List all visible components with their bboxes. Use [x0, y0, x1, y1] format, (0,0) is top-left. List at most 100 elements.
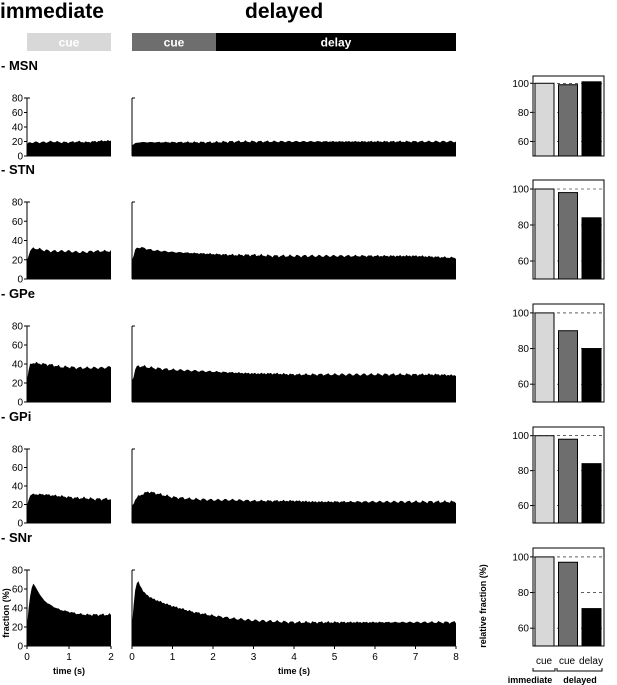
y-tick-label: 80 [12, 198, 24, 209]
y-tick-label: 80 [12, 566, 24, 577]
y-tick-label: 40 [12, 236, 24, 247]
y-tick-label: 0 [17, 275, 23, 286]
y-tick-label: 80 [12, 445, 24, 456]
x-tick-label: 5 [332, 652, 338, 663]
bar-2 [581, 348, 602, 403]
relative-bars-gpe: 60 80 100 [512, 303, 605, 403]
bar-y-tick-label: 60 [518, 624, 530, 635]
relative-bars-stn: 60 80 100 [512, 179, 605, 280]
phase-bar-cue-delayed [132, 33, 216, 51]
bar-category-label: cue [559, 656, 576, 667]
relative-bars-msn: 60 80 100 [512, 75, 605, 157]
y-tick-label: 60 [12, 217, 24, 228]
y-tick-label: 0 [17, 642, 23, 653]
y-tick-label: 60 [12, 341, 24, 352]
x-tick-label: 0 [129, 652, 135, 663]
bar-category-label: cue [536, 656, 553, 667]
area-fill [27, 247, 111, 279]
bar-y-tick-label: 80 [518, 108, 530, 119]
bar-y-tick-label: 100 [512, 79, 529, 90]
phase-bar-delay [216, 33, 456, 51]
x-tick-label: 8 [453, 652, 459, 663]
bar-y-tick-label: 80 [518, 221, 530, 232]
y-tick-label: 20 [12, 379, 24, 390]
y-tick-label: 80 [12, 322, 24, 333]
x-tick-label: 6 [372, 652, 378, 663]
y-tick-label: 20 [12, 137, 24, 148]
bar-1 [558, 561, 578, 647]
bar-0 [534, 82, 555, 157]
bar-y-tick-label: 100 [512, 552, 529, 563]
region-label-gpi: - GPi [1, 409, 31, 424]
phase-bar-row: cue cue delay [27, 33, 456, 51]
bar-0 [534, 556, 555, 647]
y-tick-label: 40 [12, 482, 24, 493]
x-tick-label: 4 [291, 652, 297, 663]
trace-delayed-snr: 0 1 2 3 4 5 6 7 8 [129, 569, 459, 663]
area-fill [27, 583, 111, 646]
area-fill [27, 139, 111, 156]
x-tick-label: 2 [108, 652, 114, 663]
trace-delayed-stn [131, 201, 456, 280]
bar-y-tick-label: 60 [518, 380, 530, 391]
trace-delayed-msn [131, 97, 456, 157]
x-axis-immediate-title-group: time (s) [53, 666, 85, 676]
y-tick-label: 20 [12, 623, 24, 634]
region-label-gpe: - GPe [1, 286, 35, 301]
bar-2 [581, 217, 602, 280]
region-label-stn: - STN [1, 162, 35, 177]
bar-0 [534, 312, 555, 403]
bar-y-tick-label: 100 [512, 308, 529, 319]
y-tick-label: 60 [12, 463, 24, 474]
y-tick-label: 40 [12, 123, 24, 134]
x-axis-delayed-title-group: time (s) [278, 666, 310, 676]
bar-y-tick-label: 60 [518, 501, 530, 512]
bar-1 [558, 438, 578, 524]
trace-immediate-gpi: 0 20 40 60 80 [12, 445, 111, 530]
area-fill [132, 365, 456, 402]
phase-bar-cue-immediate [27, 33, 111, 51]
trace-immediate-gpe: 0 20 40 60 80 [12, 322, 111, 409]
bar-x-axis: cue cue delay immediate delayed [508, 656, 603, 685]
area-fill [27, 493, 111, 523]
trace-immediate-stn: 0 20 40 60 80 [12, 198, 111, 286]
y-tick-label: 20 [12, 500, 24, 511]
bar-y-tick-label: 80 [518, 466, 530, 477]
area-fill [132, 491, 456, 523]
x-tick-label: 7 [413, 652, 419, 663]
x-tick-label: 1 [170, 652, 176, 663]
x-axis-title-immediate: time (s) [53, 666, 85, 676]
region-label-msn: - MSN [1, 58, 38, 73]
phase-bar-cue-immediate-label: cue [59, 36, 80, 50]
bar-y-tick-label: 80 [518, 588, 530, 599]
y-tick-label: 40 [12, 360, 24, 371]
bar-y-tick-label: 60 [518, 137, 530, 148]
bar-1 [558, 192, 578, 280]
relative-bars-snr: 60 80 100 [512, 547, 605, 647]
group-bracket-immediate [532, 668, 556, 672]
area-fill [132, 140, 456, 156]
y-tick-label: 40 [12, 604, 24, 615]
y-tick-label: 0 [17, 519, 23, 530]
y-axis-title: fraction (%) [1, 588, 11, 638]
bar-category-label: delay [579, 656, 603, 667]
group-bracket-delayed [556, 668, 603, 672]
area-fill [132, 581, 456, 646]
bar-1 [558, 330, 578, 403]
bar-y-axis-title: relative fraction (%) [478, 564, 488, 648]
y-tick-label: 60 [12, 108, 24, 119]
bar-2 [581, 463, 602, 524]
bar-y-tick-label: 100 [512, 185, 529, 196]
area-fill [27, 361, 111, 402]
trace-delayed-gpi [131, 448, 456, 524]
bar-y-tick-label: 100 [512, 431, 529, 442]
y-tick-label: 20 [12, 255, 24, 266]
x-tick-label: 0 [24, 652, 30, 663]
x-tick-label: 2 [210, 652, 216, 663]
y-tick-label: 80 [12, 94, 24, 105]
region-label-snr: - SNr [1, 530, 32, 545]
bar-group-label-delayed: delayed [563, 675, 597, 685]
x-tick-label: 3 [251, 652, 257, 663]
